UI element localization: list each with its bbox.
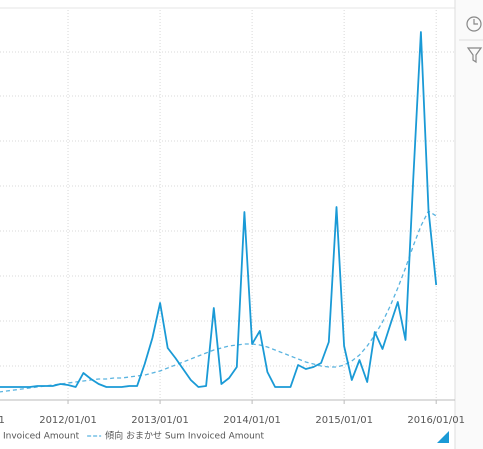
legend-label: 傾向 おまかせ Sum Invoiced Amount — [105, 430, 264, 442]
legend-label: Invoiced Amount — [3, 432, 80, 442]
filter-icon[interactable] — [466, 47, 483, 64]
x-tick-label: 2015/01/01 — [315, 415, 373, 426]
side-panel — [455, 0, 483, 449]
x-tick-label: 2014/01/01 — [223, 415, 281, 426]
resize-handle[interactable] — [437, 431, 449, 443]
series-line — [0, 31, 438, 388]
x-tick-label: 2011/01/01 — [0, 415, 5, 426]
series-line — [0, 210, 437, 393]
clock-icon[interactable] — [466, 16, 482, 32]
x-tick-label: 2016/01/01 — [407, 415, 465, 426]
x-tick-label: 2013/01/01 — [131, 415, 189, 426]
x-tick-label: 2012/01/01 — [39, 415, 97, 426]
grid-lines — [0, 51, 455, 367]
